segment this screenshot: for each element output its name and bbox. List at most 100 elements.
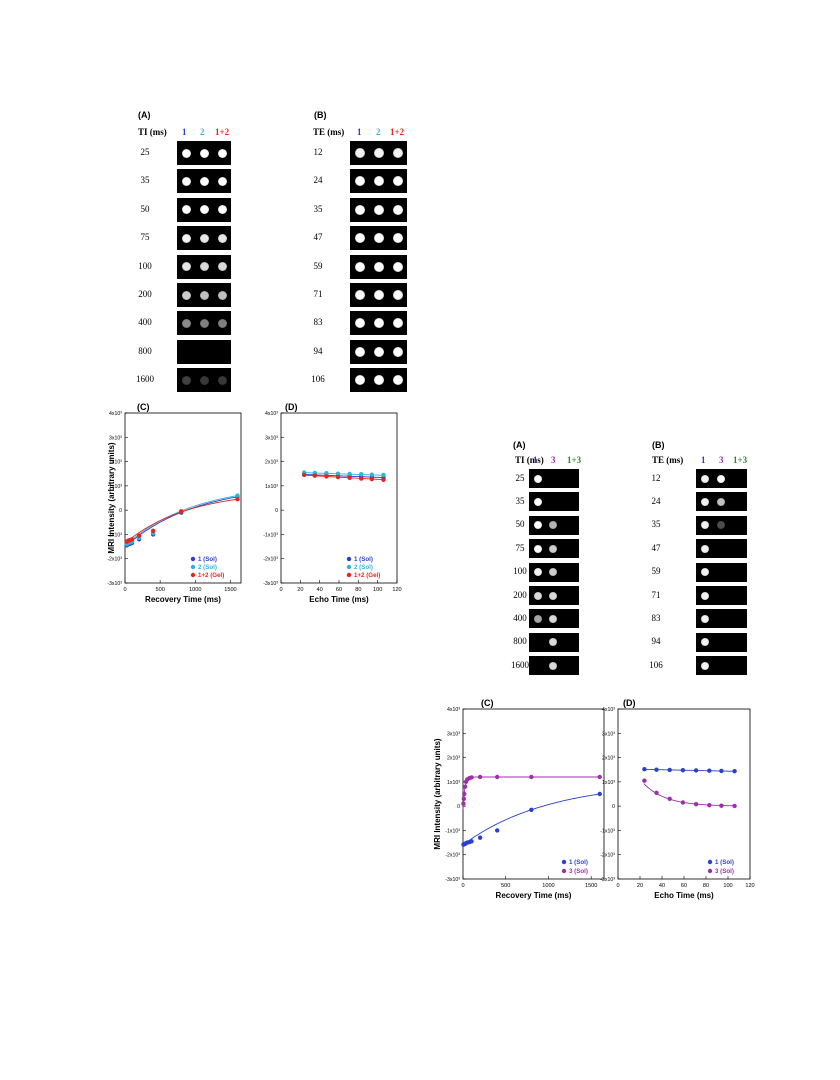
data-point-series-1	[369, 472, 375, 477]
y-tick-label: -3x10³	[263, 581, 278, 587]
legend-label: 1 (Sol)	[198, 556, 217, 563]
y-tick-label: -3x10³	[600, 877, 615, 883]
mri-spot	[717, 474, 725, 483]
x-tick-label: 40	[659, 883, 665, 889]
data-point-series-2	[312, 473, 318, 478]
mri-spot	[217, 318, 227, 328]
mri-image	[350, 368, 407, 393]
mri-spot	[393, 290, 403, 300]
x-tick-label: 60	[681, 883, 687, 889]
data-point-series-1	[462, 791, 467, 797]
mri-spot	[393, 318, 403, 329]
y-tick-label: -1x10³	[445, 828, 460, 834]
mri-spot	[701, 474, 709, 483]
row-label: 71	[651, 589, 661, 600]
legend-label: 1+2 (Gel)	[198, 572, 224, 579]
mri-image	[177, 254, 231, 279]
mri-spot	[355, 375, 365, 386]
x-tick-label: 1000	[542, 883, 554, 889]
data-point-series-0	[477, 835, 483, 840]
mri-spot	[199, 262, 209, 272]
bottom-panel-c-chart: -3x10³ -2x10³ -1x10³ 0 1x10³ 2x10³ 3x10³ 4x10³ 0…	[433, 707, 605, 900]
legend-label: 1 (Sol)	[354, 556, 373, 563]
data-point-series-1	[732, 803, 737, 809]
data-point-series-1	[335, 471, 341, 476]
mri-image	[350, 141, 407, 165]
mri-spot	[549, 591, 557, 600]
top-panel-b-letter: (B)	[314, 110, 327, 120]
x-tick-label: 1500	[224, 587, 236, 593]
legend-label: 2 (Sol)	[354, 564, 373, 571]
mri-image	[529, 469, 579, 488]
row-label: 400	[138, 317, 152, 328]
y-tick-label: -2x10³	[445, 853, 460, 859]
mri-spot	[199, 290, 209, 300]
legend-label: 3 (Sol)	[569, 868, 588, 875]
mri-image	[696, 469, 747, 488]
fit-line-series-2	[125, 498, 238, 543]
mri-spot	[549, 614, 557, 623]
y-tick-label: -2x10³	[263, 557, 278, 563]
y-tick-label: -2x10³	[600, 853, 615, 859]
y-tick-label: 4x10³	[265, 411, 278, 417]
row-label: 94	[313, 345, 323, 356]
top-panel-a-letter: (A)	[138, 110, 151, 120]
x-tick-label: 100	[723, 883, 732, 889]
y-tick-label: 0	[612, 804, 615, 810]
data-point-series-1	[235, 493, 240, 498]
mri-image	[350, 254, 407, 279]
mri-spot	[355, 148, 365, 158]
x-axis-label: Echo Time (ms)	[309, 595, 369, 604]
mri-spot	[217, 176, 227, 186]
data-point-series-2	[359, 476, 364, 481]
row-label: 1600	[511, 659, 529, 670]
x-axis-label: Echo Time (ms)	[654, 891, 714, 900]
mri-spot	[217, 375, 227, 385]
mri-image	[177, 311, 231, 336]
mri-spot	[217, 148, 227, 158]
mri-image	[529, 609, 579, 629]
mri-spot	[393, 176, 403, 187]
mri-spot	[717, 497, 725, 506]
x-axis-label: Recovery Time (ms)	[145, 595, 221, 604]
legend-marker	[190, 556, 196, 562]
mri-spot	[181, 176, 191, 186]
mri-spot	[374, 176, 384, 187]
row-label: 35	[651, 519, 661, 530]
mri-spot	[374, 318, 384, 329]
fit-line-series-1	[125, 495, 238, 545]
row-header: TE (ms)	[652, 455, 684, 465]
data-point-series-0	[494, 828, 500, 833]
column-label: 1+3	[733, 455, 748, 465]
top-panel-d-chart: -3x10³ -2x10³ -1x10³ 0 1x10³ 2x10³ 3x10³ 4x10³ 0…	[263, 411, 401, 604]
legend-marker	[346, 556, 352, 562]
x-tick-label: 0	[616, 883, 619, 889]
row-label: 35	[313, 203, 323, 214]
y-axis-label: MRI Intensity (arbitrary units)	[107, 442, 116, 553]
row-label: 100	[138, 260, 152, 271]
row-label: 106	[311, 374, 325, 385]
mri-image	[177, 141, 231, 165]
data-point-series-1	[693, 802, 699, 807]
row-label: 35	[140, 175, 150, 186]
mri-image	[696, 656, 747, 676]
y-tick-label: 3x10³	[602, 731, 615, 737]
top-panel-d-letter: (D)	[285, 402, 298, 412]
row-label: 25	[515, 472, 525, 483]
data-point-series-0	[469, 839, 474, 844]
mri-spot	[374, 233, 384, 244]
y-tick-label: 1x10³	[265, 484, 278, 490]
mri-spot	[534, 568, 542, 577]
fit-line-series-0	[125, 496, 238, 547]
data-point-series-2	[324, 474, 329, 479]
data-point-series-0	[597, 791, 602, 797]
mri-spot	[374, 346, 384, 357]
mri-spot	[549, 521, 557, 530]
mri-spot	[181, 233, 191, 243]
legend-label: 2 (Sol)	[198, 564, 217, 571]
data-point-series-2	[129, 537, 135, 542]
mri-spot	[217, 262, 227, 272]
data-point-series-1	[359, 472, 364, 477]
mri-image	[350, 311, 407, 336]
row-label: 12	[313, 147, 323, 157]
